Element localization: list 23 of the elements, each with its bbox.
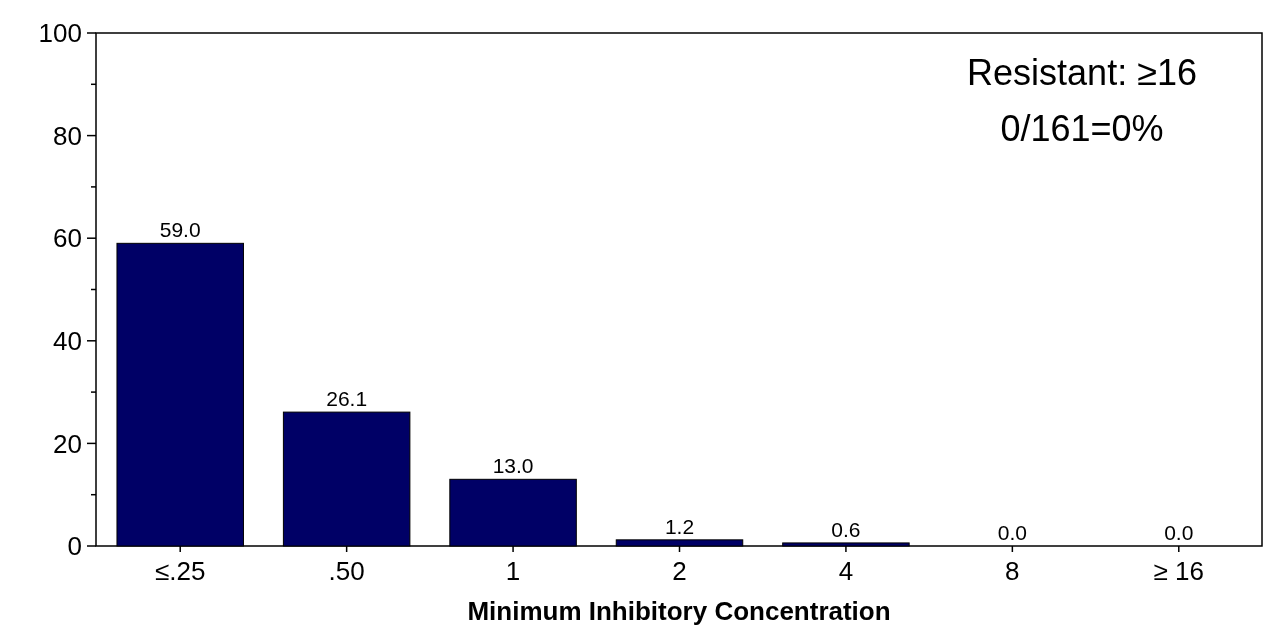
x-tick-label: 2: [672, 556, 687, 586]
y-tick-label: 40: [53, 325, 82, 356]
x-tick-label: .50: [328, 556, 365, 586]
data-label: 59.0: [159, 218, 201, 242]
annotation: Resistant: ≥16: [967, 52, 1197, 93]
x-tick-label: ≤.25: [155, 556, 206, 586]
y-tick-label: 20: [53, 428, 82, 459]
data-label: 0.6: [831, 517, 861, 541]
x-tick-label: 4: [838, 556, 854, 586]
x-tick-label: 1: [505, 556, 521, 586]
x-tick-label: 8: [1005, 556, 1020, 586]
y-tick-label: 100: [38, 18, 82, 49]
x-tick-label: ≥ 16: [1153, 556, 1204, 586]
y-tick-label: 0: [67, 531, 82, 562]
y-tick-label: 80: [53, 120, 82, 151]
data-label: 0.0: [997, 521, 1027, 544]
data-label: 26.1: [326, 387, 368, 411]
data-label: 13.0: [492, 454, 534, 478]
data-label: 1.2: [664, 514, 695, 538]
x-axis-title: Minimum Inhibitory Concentration: [467, 596, 891, 626]
y-tick-label: 60: [53, 223, 82, 254]
data-label: 0.0: [1164, 521, 1194, 544]
annotation: 0/161=0%: [1000, 108, 1164, 149]
